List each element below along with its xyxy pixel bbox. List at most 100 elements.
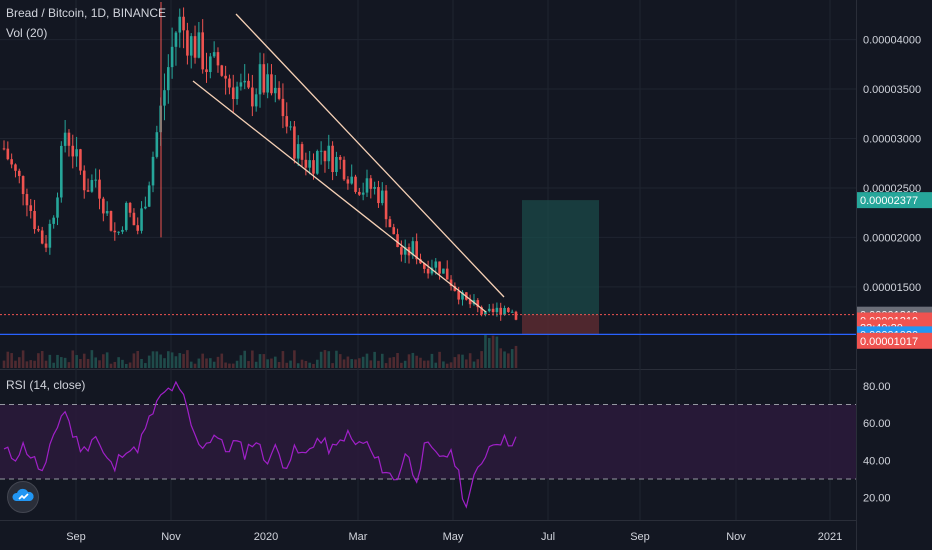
candle-body[interactable] — [323, 150, 327, 162]
candle-body[interactable] — [415, 241, 418, 260]
candle-body[interactable] — [86, 190, 90, 192]
candle-body[interactable] — [121, 229, 124, 232]
candle-body[interactable] — [25, 194, 29, 206]
candle-body[interactable] — [495, 307, 499, 313]
candle-body[interactable] — [453, 285, 457, 291]
candle-body[interactable] — [174, 32, 178, 47]
candle-body[interactable] — [205, 69, 208, 73]
candle-body[interactable] — [316, 151, 319, 174]
candle-body[interactable] — [6, 148, 10, 160]
candle-body[interactable] — [33, 210, 36, 230]
position-zones[interactable] — [522, 200, 599, 335]
candle-body[interactable] — [273, 87, 277, 94]
candle-body[interactable] — [10, 159, 13, 165]
candle-body[interactable] — [163, 90, 166, 106]
candle-body[interactable] — [220, 65, 224, 76]
candle-body[interactable] — [147, 185, 151, 207]
time-axis[interactable]: Sep Nov 2020 Mar May Jul Sep Nov 2021 — [66, 531, 842, 543]
candle-body[interactable] — [377, 187, 380, 204]
candle-body[interactable] — [430, 267, 434, 274]
candle-body[interactable] — [266, 74, 269, 93]
candle-body[interactable] — [90, 180, 94, 192]
candle-body[interactable] — [312, 160, 315, 174]
rsi-pane[interactable] — [0, 380, 856, 509]
candle-body[interactable] — [224, 75, 227, 79]
candle-body[interactable] — [296, 144, 300, 159]
candle-body[interactable] — [178, 16, 182, 33]
candle-body[interactable] — [98, 179, 101, 199]
candle-body[interactable] — [308, 160, 311, 168]
candle-body[interactable] — [75, 149, 78, 157]
candle-body[interactable] — [251, 87, 254, 107]
candle-body[interactable] — [2, 148, 6, 150]
candle-body[interactable] — [461, 292, 464, 300]
candle-body[interactable] — [346, 179, 350, 184]
candle-body[interactable] — [300, 144, 304, 160]
channel-upper-line[interactable] — [235, 13, 505, 298]
candle-body[interactable] — [82, 170, 86, 191]
candle-body[interactable] — [293, 126, 296, 159]
candle-body[interactable] — [285, 116, 289, 127]
candle-body[interactable] — [499, 307, 503, 315]
candle-body[interactable] — [14, 164, 17, 171]
candle-body[interactable] — [231, 87, 235, 100]
candle-body[interactable] — [239, 82, 243, 87]
candle-body[interactable] — [212, 52, 216, 57]
candle-body[interactable] — [60, 145, 63, 198]
candle-body[interactable] — [480, 307, 483, 315]
candle-body[interactable] — [388, 219, 392, 228]
candle-body[interactable] — [484, 311, 487, 315]
candle-body[interactable] — [361, 192, 365, 195]
rsi-line[interactable] — [3, 380, 517, 509]
candle-body[interactable] — [254, 94, 258, 107]
candle-body[interactable] — [373, 187, 376, 189]
candle-body[interactable] — [243, 80, 247, 83]
candle-body[interactable] — [258, 64, 262, 95]
channel-lower-line[interactable] — [192, 80, 487, 313]
candle-body[interactable] — [491, 308, 495, 313]
candlesticks[interactable] — [2, 1, 518, 321]
candle-body[interactable] — [510, 311, 514, 313]
candle-body[interactable] — [358, 191, 361, 195]
candle-body[interactable] — [350, 176, 354, 184]
candle-body[interactable] — [193, 36, 197, 58]
candle-body[interactable] — [270, 74, 273, 94]
candle-body[interactable] — [304, 159, 308, 168]
candle-body[interactable] — [132, 212, 136, 226]
candle-body[interactable] — [403, 247, 407, 255]
candle-body[interactable] — [503, 308, 506, 315]
candle-body[interactable] — [277, 87, 281, 99]
candle-body[interactable] — [105, 210, 109, 214]
candle-body[interactable] — [235, 86, 239, 100]
candle-body[interactable] — [438, 261, 441, 274]
candle-body[interactable] — [182, 16, 185, 31]
candle-body[interactable] — [128, 202, 132, 213]
candle-body[interactable] — [487, 308, 491, 312]
candle-body[interactable] — [124, 202, 128, 230]
candle-body[interactable] — [468, 299, 472, 305]
candle-body[interactable] — [247, 80, 250, 88]
candle-body[interactable] — [186, 30, 189, 56]
candle-body[interactable] — [476, 300, 480, 308]
candle-body[interactable] — [48, 223, 52, 248]
candle-body[interactable] — [155, 132, 159, 157]
candle-body[interactable] — [201, 32, 204, 70]
candle-body[interactable] — [396, 234, 399, 248]
stop-zone[interactable] — [522, 314, 599, 335]
candle-body[interactable] — [342, 159, 346, 180]
candle-body[interactable] — [228, 78, 231, 88]
candle-body[interactable] — [170, 46, 174, 68]
drawn-lines[interactable] — [0, 13, 856, 335]
candle-body[interactable] — [197, 32, 201, 58]
candle-body[interactable] — [52, 217, 55, 224]
candle-body[interactable] — [442, 268, 445, 274]
candle-body[interactable] — [419, 259, 422, 264]
candle-body[interactable] — [449, 279, 453, 286]
candle-body[interactable] — [422, 263, 426, 269]
candle-body[interactable] — [514, 311, 518, 320]
candle-body[interactable] — [94, 179, 98, 181]
candle-body[interactable] — [44, 243, 48, 248]
candle-body[interactable] — [71, 145, 75, 157]
target-zone[interactable] — [522, 200, 599, 315]
candle-body[interactable] — [216, 52, 220, 66]
